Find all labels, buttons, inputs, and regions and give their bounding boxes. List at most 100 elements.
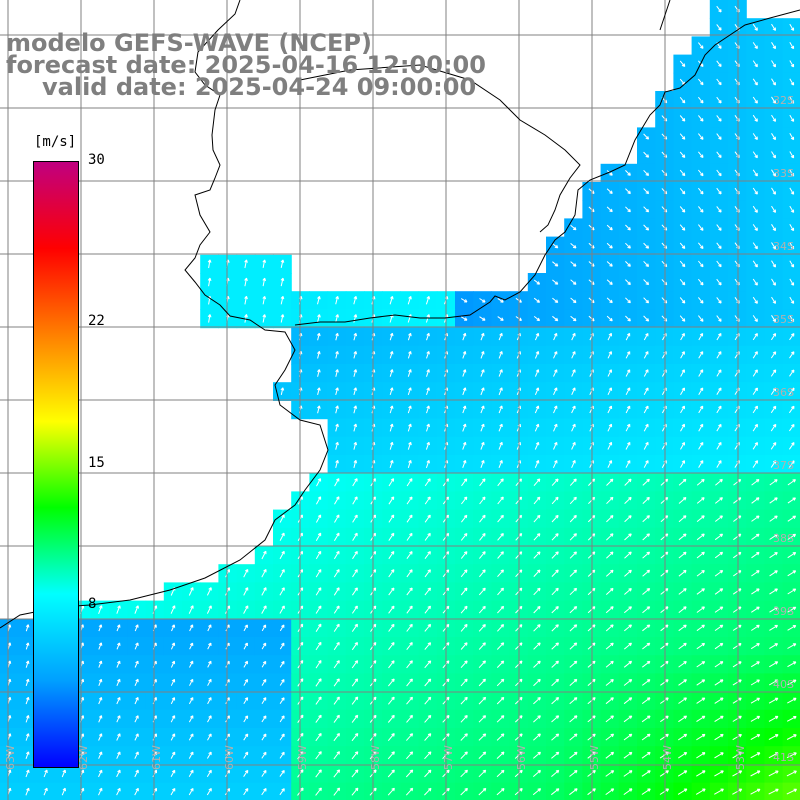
wind-arrow bbox=[279, 715, 285, 723]
wind-arrow bbox=[679, 96, 686, 104]
wind-arrow bbox=[261, 715, 267, 723]
wind-arrow bbox=[732, 715, 742, 722]
wind-arrow bbox=[769, 479, 778, 486]
wind-arrow bbox=[770, 333, 777, 341]
wind-arrow bbox=[607, 441, 613, 450]
wind-arrow bbox=[243, 751, 249, 759]
wind-arrow bbox=[680, 460, 685, 468]
wind-cell bbox=[782, 782, 800, 800]
wind-arrow bbox=[497, 624, 505, 632]
wind-arrow bbox=[751, 533, 760, 541]
wind-arrow bbox=[207, 733, 212, 741]
wind-arrow bbox=[698, 369, 704, 377]
wind-arrow bbox=[752, 205, 758, 213]
wind-arrow bbox=[771, 78, 776, 86]
wind-arrow bbox=[61, 769, 66, 778]
wind-arrow bbox=[315, 623, 322, 632]
wind-arrow bbox=[750, 697, 761, 704]
wind-arrow bbox=[496, 642, 505, 650]
wind-arrow bbox=[533, 733, 541, 741]
wind-arrow bbox=[607, 460, 613, 468]
wind-arrow bbox=[625, 441, 631, 450]
wind-arrow bbox=[769, 570, 778, 577]
wind-arrow bbox=[641, 788, 651, 795]
wind-arrow bbox=[170, 787, 176, 796]
wind-arrow bbox=[770, 442, 777, 450]
wind-arrow bbox=[389, 332, 394, 341]
wind-arrow bbox=[262, 259, 267, 268]
wind-arrow bbox=[461, 514, 468, 523]
wind-arrow bbox=[551, 697, 560, 705]
wind-arrow bbox=[170, 642, 176, 650]
colorbar-tick-15: 15 bbox=[88, 454, 105, 471]
wind-arrow bbox=[716, 206, 722, 213]
wind-arrow bbox=[388, 532, 395, 541]
wind-arrow bbox=[769, 515, 778, 522]
wind-arrow bbox=[643, 188, 650, 195]
wind-arrow bbox=[388, 478, 395, 487]
wind-arrow bbox=[551, 769, 560, 777]
wind-arrow bbox=[771, 151, 776, 159]
wind-arrow bbox=[426, 332, 430, 341]
wind-arrow bbox=[623, 733, 633, 741]
wind-arrow bbox=[479, 478, 486, 487]
wind-arrow bbox=[716, 460, 722, 468]
wind-arrow bbox=[770, 351, 777, 359]
wind-arrow bbox=[770, 387, 777, 395]
wind-arrow bbox=[116, 678, 121, 686]
wind-arrow bbox=[643, 460, 649, 468]
wind-arrow bbox=[752, 133, 758, 141]
wind-arrow bbox=[389, 405, 394, 414]
wind-arrow bbox=[407, 459, 412, 469]
wind-arrow bbox=[405, 787, 414, 796]
wind-arrow bbox=[188, 697, 194, 705]
wind-arrow bbox=[388, 496, 395, 505]
wind-arrow bbox=[552, 460, 558, 469]
wind-arrow bbox=[751, 606, 760, 613]
wind-arrow bbox=[769, 606, 778, 613]
wind-arrow bbox=[660, 715, 669, 723]
wind-arrow bbox=[188, 787, 194, 796]
wind-arrow bbox=[641, 770, 651, 777]
wind-arrow bbox=[696, 533, 705, 541]
wind-arrow bbox=[752, 369, 758, 377]
wind-arrow bbox=[134, 715, 139, 723]
wind-arrow bbox=[624, 496, 632, 504]
wind-arrow bbox=[553, 441, 558, 450]
wind-arrow bbox=[207, 259, 212, 269]
wind-arrow bbox=[643, 260, 650, 267]
wind-arrow bbox=[407, 423, 412, 432]
wind-arrow bbox=[279, 679, 285, 686]
wind-arrow bbox=[116, 733, 121, 741]
wind-arrow bbox=[134, 787, 139, 796]
wind-arrow bbox=[551, 660, 559, 668]
wind-arrow bbox=[570, 315, 577, 322]
wind-arrow bbox=[569, 715, 578, 723]
wind-arrow bbox=[552, 243, 559, 249]
wind-arrow bbox=[478, 733, 487, 741]
wind-arrow bbox=[643, 242, 650, 249]
wind-arrow bbox=[789, 42, 795, 50]
wind-arrow bbox=[605, 770, 615, 777]
wind-arrow bbox=[570, 279, 577, 285]
wind-arrow bbox=[497, 533, 504, 541]
wind-arrow bbox=[696, 606, 705, 613]
wind-arrow bbox=[551, 478, 559, 486]
wind-arrow bbox=[480, 423, 485, 432]
wind-arrow bbox=[623, 751, 633, 759]
wind-arrow bbox=[333, 587, 340, 596]
wind-arrow bbox=[771, 187, 776, 195]
wind-arrow bbox=[679, 278, 686, 286]
wind-arrow bbox=[351, 696, 359, 705]
wind-arrow bbox=[425, 295, 431, 305]
wind-arrow bbox=[460, 642, 468, 650]
wind-arrow bbox=[424, 733, 432, 741]
wind-arrow bbox=[460, 678, 468, 687]
wind-arrow bbox=[551, 533, 559, 541]
wind-arrow bbox=[333, 569, 340, 578]
wind-arrow bbox=[770, 369, 777, 377]
wind-arrow bbox=[787, 570, 797, 577]
wind-arrow bbox=[625, 170, 631, 176]
wind-arrow bbox=[552, 279, 559, 285]
wind-arrow bbox=[425, 441, 430, 450]
